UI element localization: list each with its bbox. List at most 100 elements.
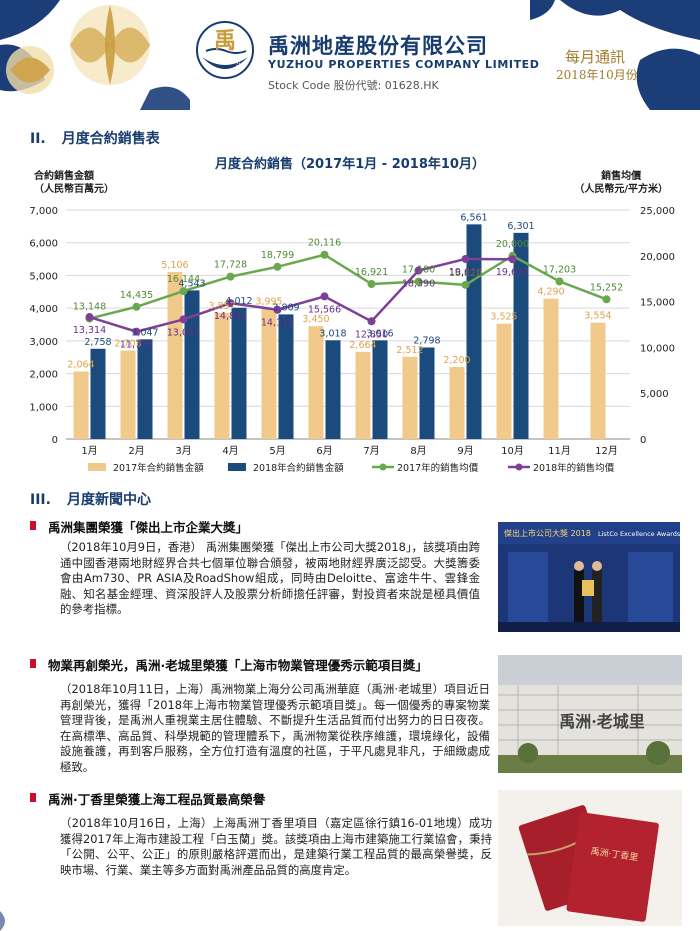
series-point bbox=[226, 299, 235, 308]
line-data-label: 17,180 bbox=[402, 265, 435, 276]
svg-text:洲: 洲 bbox=[236, 62, 244, 71]
series-point bbox=[273, 305, 282, 314]
legend-label: 2018年合約銷售金額 bbox=[253, 462, 344, 474]
series-point bbox=[320, 250, 329, 259]
bar bbox=[214, 312, 230, 439]
bar bbox=[543, 298, 559, 439]
series-point bbox=[555, 277, 564, 286]
news-bullet-icon bbox=[30, 793, 36, 802]
bar-data-label: 2,064 bbox=[67, 359, 94, 370]
category-label: 11月 bbox=[548, 445, 571, 457]
left-tick-label: 2,000 bbox=[29, 370, 58, 381]
category-label: 10月 bbox=[501, 445, 524, 457]
line-data-label: 20,116 bbox=[308, 238, 341, 249]
bar-data-label: 4,290 bbox=[537, 287, 564, 298]
category-label: 2月 bbox=[128, 445, 144, 457]
category-label: 3月 bbox=[175, 445, 191, 457]
bar-data-label: 3,554 bbox=[584, 311, 611, 322]
series-point bbox=[414, 277, 423, 286]
news-body: （2018年10月11日，上海）禹洲物業上海分公司禹洲華庭（禹洲·老城里）項目近… bbox=[60, 682, 490, 774]
svg-text:禹洲·老城里: 禹洲·老城里 bbox=[559, 712, 645, 731]
category-label: 4月 bbox=[222, 445, 238, 457]
bar-data-label: 3,995 bbox=[255, 296, 282, 307]
series-point bbox=[320, 292, 329, 301]
bar-data-label: 6,301 bbox=[507, 221, 534, 232]
bar bbox=[73, 371, 89, 439]
category-label: 5月 bbox=[269, 445, 285, 457]
bar-data-label: 3,016 bbox=[366, 328, 393, 339]
stock-code: Stock Code 股份代號: 01628.HK bbox=[268, 79, 439, 92]
series-line bbox=[89, 257, 513, 333]
lotus-ornament-right bbox=[530, 0, 700, 110]
line-data-label: 17,728 bbox=[214, 260, 247, 271]
newsletter-title: 每月通訊 bbox=[565, 48, 626, 66]
right-tick-label: 25,000 bbox=[640, 206, 675, 217]
bar-data-label: 2,200 bbox=[443, 355, 470, 366]
series-point bbox=[85, 313, 94, 322]
legend-marker bbox=[515, 463, 523, 471]
legend-label: 2018年的銷售均價 bbox=[533, 462, 615, 474]
bar-data-label: 2,798 bbox=[413, 335, 440, 346]
left-tick-label: 5,000 bbox=[29, 271, 58, 282]
svg-text:傑出上市公司大獎 2018: 傑出上市公司大獎 2018 bbox=[504, 528, 591, 538]
bar bbox=[590, 322, 606, 439]
bar bbox=[278, 314, 294, 439]
bar bbox=[137, 339, 153, 439]
line-data-label: 11,716 bbox=[120, 340, 153, 351]
product-photo: 禹洲·丁香里 bbox=[498, 790, 682, 926]
bar bbox=[496, 323, 512, 439]
right-tick-label: 5,000 bbox=[640, 389, 669, 400]
line-data-label: 14,832 bbox=[214, 311, 247, 322]
bar bbox=[120, 350, 136, 439]
bar bbox=[513, 232, 529, 439]
company-name-en: YUZHOU PROPERTIES COMPANY LIMITED bbox=[268, 58, 540, 71]
series-point bbox=[179, 287, 188, 296]
community-wall-image: 禹洲·老城里 bbox=[498, 655, 682, 773]
gift-card-image: 禹洲·丁香里 bbox=[498, 790, 682, 926]
community-photo: 禹洲·老城里 bbox=[498, 655, 682, 773]
series-point bbox=[132, 302, 141, 311]
news-body: （2018年10月9日，香港） 禹洲集團榮獲「傑出上市公司大獎2018」，該獎項… bbox=[60, 540, 480, 617]
bar bbox=[402, 356, 418, 439]
right-axis-title: 銷售均價 （人民幣元/平方米） bbox=[574, 171, 668, 195]
line-data-label: 19,657 bbox=[449, 267, 482, 278]
bar-data-label: 3,047 bbox=[131, 327, 158, 338]
section-title: 月度合約銷售表 bbox=[61, 131, 160, 147]
series-point bbox=[367, 317, 376, 326]
line-data-label: 13,057 bbox=[167, 327, 200, 338]
line-data-label: 16,144 bbox=[167, 274, 200, 285]
news-bullet-icon bbox=[30, 659, 36, 668]
right-tick-label: 20,000 bbox=[640, 252, 675, 263]
bar-data-label: 2,512 bbox=[396, 345, 423, 356]
right-tick-label: 0 bbox=[640, 435, 646, 446]
line-data-label: 17,203 bbox=[543, 264, 576, 275]
monthly-sales-chart: 0 1,000 2,000 3,000 4,000 5,000 6,000 7,000 0 5,0… bbox=[29, 206, 675, 474]
bar-data-label: 3,525 bbox=[490, 312, 517, 323]
bar bbox=[449, 367, 465, 439]
left-tick-label: 6,000 bbox=[29, 239, 58, 250]
left-tick-label: 3,000 bbox=[29, 337, 58, 348]
series-point bbox=[367, 280, 376, 289]
bar-data-label: 4,543 bbox=[178, 278, 205, 289]
bar bbox=[372, 340, 388, 439]
left-tick-label: 1,000 bbox=[29, 402, 58, 413]
line-data-label: 13,314 bbox=[73, 325, 106, 336]
line-data-label: 14,435 bbox=[120, 290, 153, 301]
bar-data-label: 5,106 bbox=[161, 260, 188, 271]
series-point bbox=[602, 295, 611, 304]
bar-data-label: 2,758 bbox=[84, 337, 111, 348]
series-point bbox=[226, 272, 235, 281]
bar bbox=[355, 351, 371, 439]
bar bbox=[90, 348, 106, 439]
company-logo: 禹 洲 bbox=[196, 21, 254, 79]
line-data-label: 15,566 bbox=[308, 304, 341, 315]
bar bbox=[308, 326, 324, 439]
category-label: 9月 bbox=[457, 445, 473, 457]
line-data-label: 18,799 bbox=[261, 250, 294, 261]
bar bbox=[167, 271, 183, 439]
series-point bbox=[179, 315, 188, 324]
bar bbox=[325, 340, 341, 439]
legend-marker bbox=[379, 463, 387, 471]
bar bbox=[419, 347, 435, 439]
section-heading-sales: II. 月度合約銷售表 bbox=[30, 128, 176, 148]
